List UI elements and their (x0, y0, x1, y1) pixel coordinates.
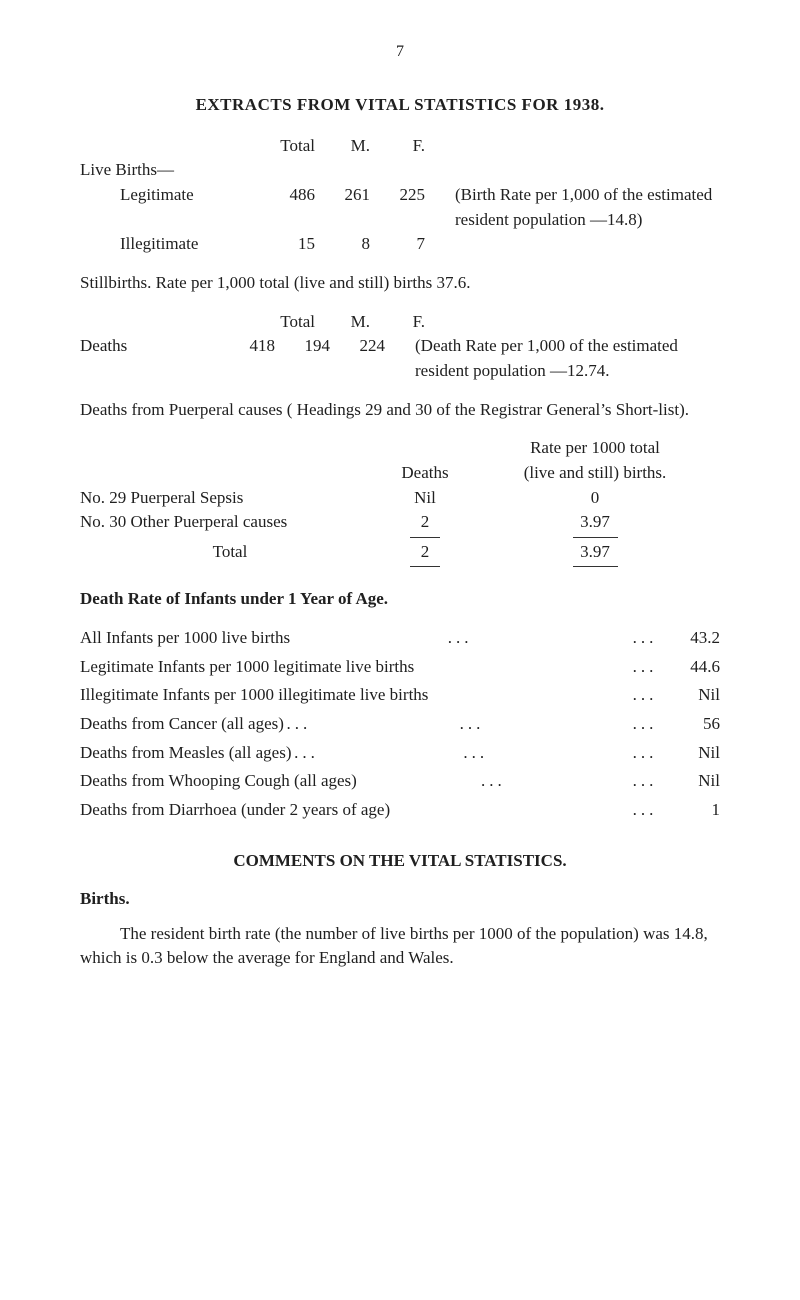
leader-dots: ... (630, 769, 660, 794)
list-item-value: 1 (660, 798, 720, 823)
table-cell: 418 (220, 334, 275, 359)
puerperal-intro: Deaths from Puerperal causes ( Headings … (80, 398, 720, 423)
list-item: Illegitimate Infants per 1000 illegitima… (80, 683, 720, 708)
table-cell: Nil (380, 486, 470, 511)
list-item: Deaths from Measles (all ages) ... ... .… (80, 741, 720, 766)
infant-heading: Death Rate of Infants under 1 Year of Ag… (80, 587, 720, 612)
births-paragraph: The resident birth rate (the number of l… (80, 922, 720, 971)
table-cell: 261 (315, 183, 370, 208)
table-row-label: No. 29 Puerperal Sepsis (80, 486, 380, 511)
list-item: Deaths from Cancer (all ages) ... ... ..… (80, 712, 720, 737)
deaths-header: Deaths (380, 461, 470, 486)
leader-dots: ... (478, 769, 508, 794)
list-item-label: Legitimate Infants per 1000 legitimate l… (80, 655, 414, 680)
leader-dots: ... (291, 741, 321, 766)
list-item-value: 43.2 (660, 626, 720, 651)
col-m-header: M. (315, 134, 370, 159)
leader-dots: ... (630, 741, 660, 766)
births-note: (Birth Rate per 1,000 of the estimated r… (425, 183, 720, 232)
leader-dots: ... (630, 798, 660, 823)
births-heading: Births. (80, 887, 720, 912)
leader-dots: ... (630, 655, 660, 680)
page-title: EXTRACTS FROM VITAL STATISTICS FOR 1938. (80, 93, 720, 118)
leader-dots: ... (630, 712, 660, 737)
list-item: Deaths from Whooping Cough (all ages) ..… (80, 769, 720, 794)
col-total-header: Total (260, 134, 315, 159)
col-total-header: Total (260, 310, 315, 335)
infant-rows: All Infants per 1000 live births ... ...… (80, 626, 720, 822)
table-row-label: No. 30 Other Puerperal causes (80, 510, 380, 535)
table-cell: 486 (260, 183, 315, 208)
rate-header-line1: Rate per 1000 total (470, 436, 720, 461)
list-item: All Infants per 1000 live births ... ...… (80, 626, 720, 651)
rate-header-line2: (live and still) births. (470, 461, 720, 486)
col-f-header: F. (370, 134, 425, 159)
list-item-value: 44.6 (660, 655, 720, 680)
table-cell: 0 (470, 486, 720, 511)
list-item-label: All Infants per 1000 live births (80, 626, 290, 651)
table-row-label: Legitimate (120, 183, 260, 208)
list-item: Legitimate Infants per 1000 legitimate l… (80, 655, 720, 680)
table-cell: 3.97 (470, 510, 720, 535)
table-row-label: Deaths (80, 334, 220, 359)
list-item-value: Nil (660, 683, 720, 708)
deaths-block: Total M. F. Deaths 418 194 224 (Death Ra… (80, 310, 720, 384)
leader-dots: ... (461, 741, 491, 766)
total-label: Total (80, 540, 380, 565)
page-number: 7 (80, 40, 720, 63)
table-cell: 7 (370, 232, 425, 257)
list-item-label: Deaths from Whooping Cough (all ages) (80, 769, 357, 794)
leader-dots: ... (630, 683, 660, 708)
leader-dots: ... (457, 712, 487, 737)
live-births-group-label: Live Births— (80, 158, 720, 183)
table-cell: 225 (370, 183, 425, 208)
list-item-value: 56 (660, 712, 720, 737)
list-item-value: Nil (660, 769, 720, 794)
table-row-label: Illegitimate (120, 232, 260, 257)
leader-dots: ... (445, 626, 475, 651)
table-cell: 2 (380, 510, 470, 535)
puerperal-table: Rate per 1000 total Deaths (live and sti… (80, 436, 720, 569)
list-item-value: Nil (660, 741, 720, 766)
table-cell: 3.97 (470, 540, 720, 565)
col-f-header: F. (370, 310, 425, 335)
deaths-note: (Death Rate per 1,000 of the estimated r… (385, 334, 720, 383)
table-cell: 224 (330, 334, 385, 359)
stillbirths-line: Stillbirths. Rate per 1,000 total (live … (80, 271, 720, 296)
list-item-label: Illegitimate Infants per 1000 illegitima… (80, 683, 428, 708)
leader-dots: ... (284, 712, 314, 737)
table-cell: 194 (275, 334, 330, 359)
table-cell: 8 (315, 232, 370, 257)
table-cell: 2 (380, 540, 470, 565)
live-births-block: Total M. F. Live Births— Legitimate 486 … (80, 134, 720, 257)
list-item: Deaths from Diarrhoea (under 2 years of … (80, 798, 720, 823)
list-item-label: Deaths from Measles (all ages) (80, 741, 291, 766)
col-m-header: M. (315, 310, 370, 335)
comments-title: COMMENTS ON THE VITAL STATISTICS. (80, 849, 720, 874)
table-cell: 15 (260, 232, 315, 257)
list-item-label: Deaths from Diarrhoea (under 2 years of … (80, 798, 390, 823)
leader-dots: ... (630, 626, 660, 651)
list-item-label: Deaths from Cancer (all ages) (80, 712, 284, 737)
